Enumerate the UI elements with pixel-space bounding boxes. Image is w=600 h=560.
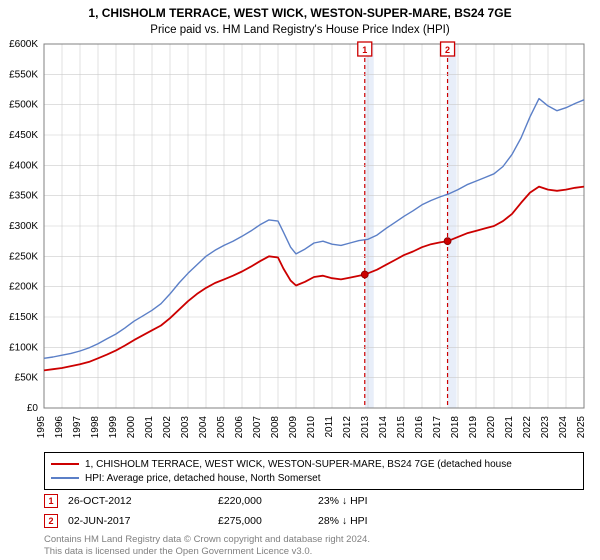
svg-text:1998: 1998 (90, 416, 101, 439)
svg-text:£300K: £300K (9, 221, 38, 232)
svg-text:£400K: £400K (9, 160, 38, 171)
svg-text:2018: 2018 (450, 416, 461, 439)
svg-text:2004: 2004 (198, 416, 209, 439)
sale-price-2: £275,000 (218, 515, 318, 527)
svg-text:2002: 2002 (162, 416, 173, 439)
svg-text:2023: 2023 (540, 416, 551, 439)
legend-row-property: 1, CHISHOLM TERRACE, WEST WICK, WESTON-S… (51, 457, 577, 471)
svg-text:2: 2 (445, 45, 450, 55)
sale-marker-2: 2 (44, 514, 58, 528)
svg-text:2005: 2005 (216, 416, 227, 439)
svg-text:2021: 2021 (504, 416, 515, 439)
svg-text:2006: 2006 (234, 416, 245, 439)
sale-price-1: £220,000 (218, 495, 318, 507)
svg-text:£200K: £200K (9, 282, 38, 293)
footer-line-2: This data is licensed under the Open Gov… (44, 546, 370, 558)
svg-text:£350K: £350K (9, 191, 38, 202)
legend-swatch-hpi (51, 477, 79, 479)
chart-svg: £0£50K£100K£150K£200K£250K£300K£350K£400… (44, 44, 584, 452)
svg-text:2008: 2008 (270, 416, 281, 439)
legend-label-property: 1, CHISHOLM TERRACE, WEST WICK, WESTON-S… (85, 457, 512, 472)
sale-date-2: 02-JUN-2017 (68, 515, 218, 527)
svg-text:£550K: £550K (9, 69, 38, 80)
svg-text:1995: 1995 (36, 416, 47, 439)
svg-text:2009: 2009 (288, 416, 299, 439)
svg-text:2011: 2011 (324, 416, 335, 438)
svg-text:£100K: £100K (9, 342, 38, 353)
svg-text:£0: £0 (27, 403, 39, 414)
svg-text:£150K: £150K (9, 312, 38, 323)
svg-text:£450K: £450K (9, 130, 38, 141)
svg-text:1997: 1997 (72, 416, 83, 439)
svg-text:2025: 2025 (576, 416, 587, 439)
svg-text:2015: 2015 (396, 416, 407, 439)
legend-box: 1, CHISHOLM TERRACE, WEST WICK, WESTON-S… (44, 452, 584, 490)
svg-text:2020: 2020 (486, 416, 497, 439)
svg-text:2012: 2012 (342, 416, 353, 439)
svg-text:2014: 2014 (378, 416, 389, 439)
svg-text:£500K: £500K (9, 100, 38, 111)
svg-text:2022: 2022 (522, 416, 533, 439)
svg-text:2007: 2007 (252, 416, 263, 439)
svg-text:2013: 2013 (360, 416, 371, 439)
footer-line-1: Contains HM Land Registry data © Crown c… (44, 534, 370, 546)
sale-row-2: 2 02-JUN-2017 £275,000 28% ↓ HPI (44, 514, 584, 528)
footer-attribution: Contains HM Land Registry data © Crown c… (44, 534, 370, 558)
sale-date-1: 26-OCT-2012 (68, 495, 218, 507)
legend-swatch-property (51, 463, 79, 465)
title-line-1: 1, CHISHOLM TERRACE, WEST WICK, WESTON-S… (0, 0, 600, 22)
svg-text:£250K: £250K (9, 251, 38, 262)
svg-text:1: 1 (362, 45, 367, 55)
sale-marker-1: 1 (44, 494, 58, 508)
svg-text:2019: 2019 (468, 416, 479, 439)
title-line-2: Price paid vs. HM Land Registry's House … (0, 22, 600, 36)
svg-text:£50K: £50K (15, 373, 39, 384)
svg-text:2016: 2016 (414, 416, 425, 439)
svg-text:1996: 1996 (54, 416, 65, 439)
chart-plot-area: £0£50K£100K£150K£200K£250K£300K£350K£400… (44, 44, 584, 408)
sale-row-1: 1 26-OCT-2012 £220,000 23% ↓ HPI (44, 494, 584, 508)
svg-text:2003: 2003 (180, 416, 191, 439)
legend-row-hpi: HPI: Average price, detached house, Nort… (51, 471, 577, 485)
svg-text:2001: 2001 (144, 416, 155, 439)
svg-text:£600K: £600K (9, 39, 38, 50)
legend-label-hpi: HPI: Average price, detached house, Nort… (85, 471, 321, 486)
svg-text:1999: 1999 (108, 416, 119, 439)
svg-text:2000: 2000 (126, 416, 137, 439)
svg-text:2017: 2017 (432, 416, 443, 439)
sale-delta-2: 28% ↓ HPI (318, 515, 438, 527)
svg-text:2024: 2024 (558, 416, 569, 439)
svg-text:2010: 2010 (306, 416, 317, 439)
sale-delta-1: 23% ↓ HPI (318, 495, 438, 507)
